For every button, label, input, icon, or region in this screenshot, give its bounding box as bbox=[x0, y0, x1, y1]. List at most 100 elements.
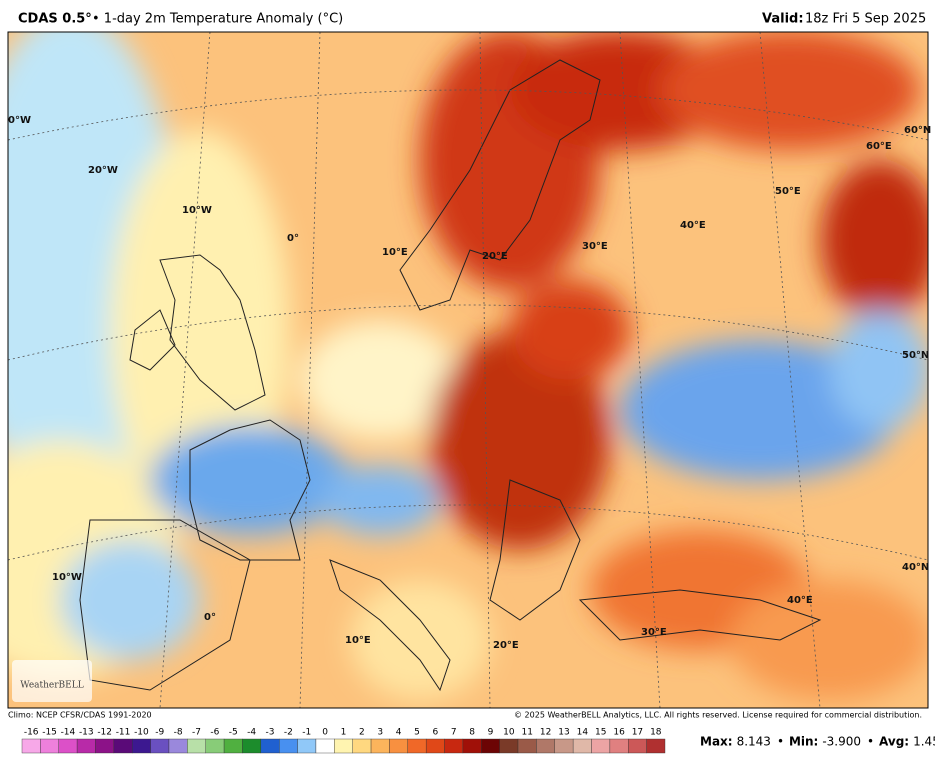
separator: • bbox=[867, 735, 874, 749]
colorbar-label: 5 bbox=[414, 728, 420, 738]
colorbar-swatch bbox=[425, 738, 445, 754]
stat-label: Avg: bbox=[879, 735, 909, 749]
graticule-label: 40°E bbox=[787, 595, 813, 606]
stat-value: -3.900 bbox=[822, 735, 861, 749]
colorbar-label: 15 bbox=[595, 728, 606, 738]
stat-value: 1.452 bbox=[913, 735, 935, 749]
colorbar-swatch bbox=[481, 738, 500, 754]
graticule-label: 0° bbox=[204, 612, 216, 623]
logo: WeatherBELL bbox=[20, 681, 83, 691]
description: • 1-day 2m Temperature Anomaly (°C) bbox=[92, 12, 343, 27]
colorbar-swatch bbox=[609, 738, 629, 754]
colorbar-swatch bbox=[462, 738, 482, 754]
colorbar-swatch bbox=[150, 738, 170, 754]
graticule-label: 60°N bbox=[904, 125, 931, 136]
graticule-label: 40°N bbox=[902, 562, 929, 573]
colorbar-swatch bbox=[444, 738, 464, 754]
colorbar-label: 8 bbox=[469, 728, 475, 738]
colorbar-swatch bbox=[242, 738, 262, 754]
colorbar-label: 9 bbox=[488, 728, 494, 738]
colorbar-swatch bbox=[279, 738, 298, 754]
colorbar-swatch bbox=[536, 738, 555, 754]
graticule-label: 10°W bbox=[182, 205, 212, 216]
graticule-label: 10°E bbox=[382, 247, 408, 258]
colorbar-swatch bbox=[58, 738, 78, 754]
coastlines bbox=[79, 59, 822, 692]
colorbar-label: 1 bbox=[341, 728, 347, 738]
colorbar-label: -5 bbox=[229, 728, 238, 738]
stat-value: 8.143 bbox=[737, 735, 771, 749]
colorbar-swatch bbox=[40, 738, 59, 754]
graticule-label: 20°W bbox=[88, 165, 118, 176]
colorbar-swatch bbox=[260, 738, 280, 754]
colorbar-swatch bbox=[187, 738, 206, 754]
colorbar-label: -11 bbox=[116, 728, 131, 738]
colorbar-swatch bbox=[76, 738, 96, 754]
graticule-label: 30°E bbox=[641, 627, 667, 638]
valid-time: 18z Fri 5 Sep 2025 bbox=[805, 12, 926, 27]
map: WeatherBELL bbox=[8, 32, 928, 708]
colorbar-label: 3 bbox=[377, 728, 383, 738]
colorbar-swatch bbox=[297, 738, 317, 754]
colorbar-label: 13 bbox=[558, 728, 569, 738]
colorbar-label: -1 bbox=[302, 728, 311, 738]
colorbar-swatch bbox=[352, 738, 372, 754]
valid-label: Valid: bbox=[762, 12, 804, 27]
colorbar-label: -14 bbox=[61, 728, 76, 738]
colorbar-swatch bbox=[407, 738, 427, 754]
graticule-label: 50°E bbox=[775, 186, 801, 197]
colorbar-label: 16 bbox=[613, 728, 625, 738]
colorbar-swatch bbox=[168, 738, 188, 754]
graticule-label: 20°E bbox=[493, 640, 519, 651]
colorbar-label: 0 bbox=[322, 728, 328, 738]
colorbar-label: 12 bbox=[540, 728, 551, 738]
colorbar-swatch bbox=[591, 738, 611, 754]
map-frame bbox=[7, 31, 929, 709]
product: CDAS 0.5° bbox=[18, 12, 92, 27]
colorbar-label: -2 bbox=[284, 728, 293, 738]
stat-label: Max: bbox=[700, 735, 733, 749]
colorbar-swatch bbox=[205, 738, 225, 754]
colorbar-swatch bbox=[554, 738, 574, 754]
colorbar-label: -10 bbox=[134, 728, 149, 738]
colorbar-swatch bbox=[223, 738, 243, 754]
colorbar-label: -15 bbox=[42, 728, 57, 738]
climo: Climo: NCEP CFSR/CDAS 1991-2020 bbox=[8, 711, 152, 720]
colorbar-swatch bbox=[628, 738, 647, 754]
graticule-label: 60°E bbox=[866, 141, 892, 152]
colorbar-swatch bbox=[21, 738, 41, 754]
graticule bbox=[8, 32, 928, 708]
colorbar-label: 4 bbox=[396, 728, 402, 738]
colorbar-label: 10 bbox=[503, 728, 515, 738]
colorbar-label: -6 bbox=[210, 728, 219, 738]
colorbar-swatch bbox=[517, 738, 537, 754]
colorbar-swatch bbox=[334, 738, 353, 754]
colorbar-swatch bbox=[370, 738, 390, 754]
anomaly-field bbox=[8, 32, 928, 700]
graticule-label: 0° bbox=[287, 233, 299, 244]
colorbar-swatch bbox=[646, 738, 666, 754]
colorbar-label: 14 bbox=[577, 728, 589, 738]
colorbar-label: 11 bbox=[521, 728, 532, 738]
graticule-label: 30°E bbox=[582, 241, 608, 252]
colorbar-swatch bbox=[113, 738, 133, 754]
colorbar-label: -8 bbox=[174, 728, 183, 738]
logo-box bbox=[12, 660, 92, 702]
graticule-label: 10°E bbox=[345, 635, 371, 646]
colorbar-swatch bbox=[315, 738, 335, 754]
graticule-label: 10°W bbox=[52, 572, 82, 583]
graticule-label: 20°E bbox=[482, 251, 508, 262]
graticule-label: 0°W bbox=[8, 115, 31, 126]
colorbar-swatch bbox=[95, 738, 115, 754]
colorbar-label: -3 bbox=[266, 728, 275, 738]
colorbar-label: 7 bbox=[451, 728, 457, 738]
colorbar-label: -12 bbox=[97, 728, 112, 738]
colorbar-label: 2 bbox=[359, 728, 365, 738]
colorbar-label: -7 bbox=[192, 728, 201, 738]
graticule-label: 40°E bbox=[680, 220, 706, 231]
colorbar-label: 6 bbox=[432, 728, 438, 738]
separator: • bbox=[777, 735, 784, 749]
colorbar-label: 17 bbox=[632, 728, 643, 738]
